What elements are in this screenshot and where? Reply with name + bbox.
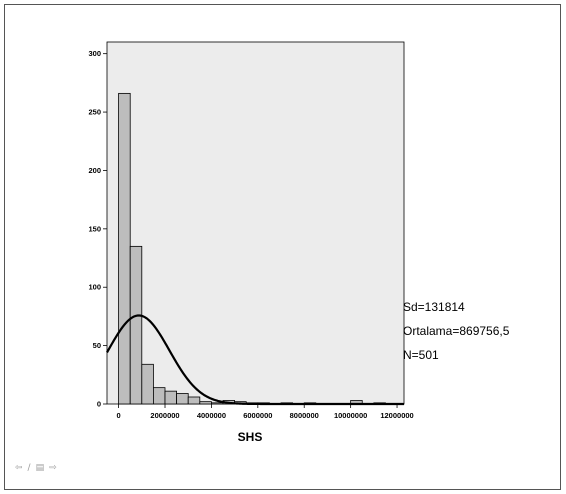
x-tick-label: 12000000 — [380, 411, 413, 420]
histogram-bar — [118, 92, 131, 405]
figure-frame: 0 50 100 150 200 250 300 0 2000000 4000000 600000… — [4, 4, 561, 490]
y-tick-label: 200 — [88, 166, 101, 175]
sd-annotation: Sd=131814 — [403, 300, 465, 314]
x-tick-label: 6000000 — [243, 411, 272, 420]
histogram-bar — [129, 245, 143, 405]
y-tick-label: 0 — [97, 400, 101, 409]
plot-background — [106, 41, 405, 405]
histogram-chart: 0 50 100 150 200 250 300 0 2000000 4000000 600000… — [88, 41, 510, 444]
histogram-bar — [199, 401, 212, 405]
histogram-bar — [153, 387, 166, 405]
histogram-bar — [141, 363, 154, 405]
histogram-bar — [164, 390, 178, 405]
statistics-annotations: Sd=131814 Ortalama=869756,5 N=501 — [403, 300, 510, 362]
x-tick-label: 4000000 — [197, 411, 226, 420]
x-tick-label: 10000000 — [334, 411, 367, 420]
y-tick-label: 250 — [88, 108, 101, 117]
normal-curve — [106, 314, 404, 406]
histogram-bar — [176, 393, 189, 405]
x-tick-label: 0 — [117, 411, 121, 420]
x-axis: 0 2000000 4000000 6000000 8000000 10000000 120… — [117, 404, 414, 420]
menu-icon[interactable]: ▤ — [35, 463, 45, 473]
x-tick-label: 2000000 — [150, 411, 179, 420]
mean-annotation: Ortalama=869756,5 — [403, 324, 510, 338]
back-icon[interactable]: ⇦ — [15, 463, 23, 473]
histogram-bars — [118, 92, 386, 405]
forward-icon[interactable]: ⇨ — [49, 463, 57, 473]
x-tick-label: 8000000 — [290, 411, 319, 420]
edit-icon[interactable]: ∕ — [27, 463, 31, 473]
x-axis-label: SHS — [238, 430, 263, 444]
y-tick-label: 100 — [88, 283, 101, 292]
y-tick-label: 50 — [93, 341, 101, 350]
n-annotation: N=501 — [403, 348, 439, 362]
y-axis: 0 50 100 150 200 250 300 — [88, 49, 107, 409]
y-tick-label: 300 — [88, 49, 101, 58]
histogram-bar — [187, 396, 201, 405]
histogram-bar — [211, 402, 224, 405]
y-tick-label: 150 — [88, 224, 101, 233]
navigation-toolbar: ⇦ ∕ ▤ ⇨ — [15, 463, 57, 473]
